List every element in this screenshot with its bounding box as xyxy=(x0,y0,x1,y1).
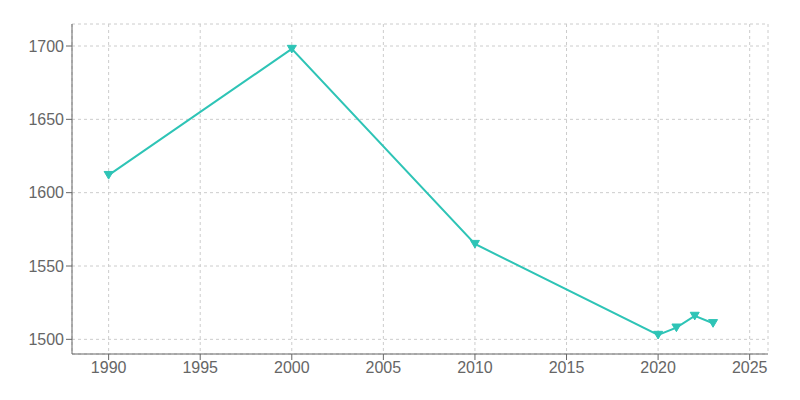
svg-text:2025: 2025 xyxy=(732,359,768,376)
svg-text:1995: 1995 xyxy=(182,359,218,376)
svg-text:1990: 1990 xyxy=(91,359,127,376)
svg-text:1500: 1500 xyxy=(28,331,64,348)
svg-text:1650: 1650 xyxy=(28,111,64,128)
svg-text:2020: 2020 xyxy=(640,359,676,376)
svg-text:1700: 1700 xyxy=(28,38,64,55)
svg-text:2000: 2000 xyxy=(274,359,310,376)
svg-text:2005: 2005 xyxy=(366,359,402,376)
svg-text:2015: 2015 xyxy=(549,359,585,376)
svg-text:1600: 1600 xyxy=(28,184,64,201)
svg-text:1550: 1550 xyxy=(28,258,64,275)
svg-text:2010: 2010 xyxy=(457,359,493,376)
